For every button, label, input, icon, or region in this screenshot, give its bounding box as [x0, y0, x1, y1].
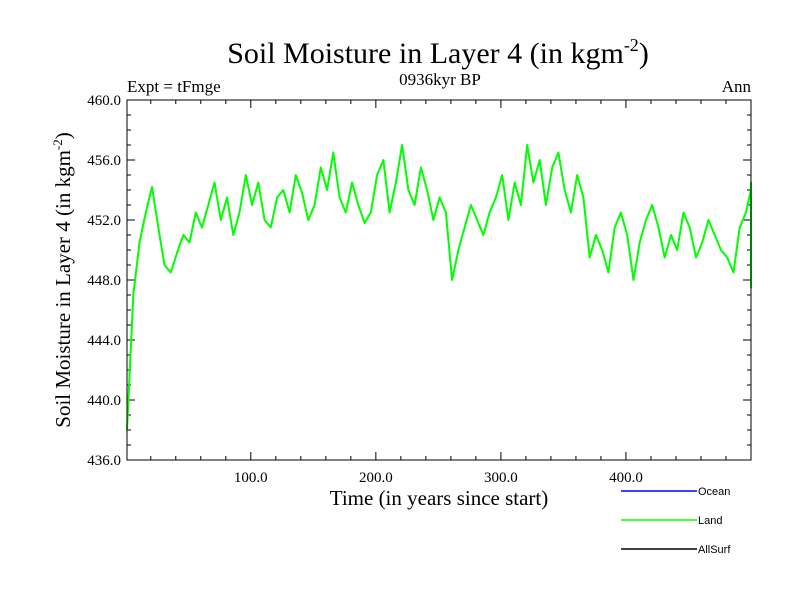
x-axis: 100.0 200.0 300.0 400.0: [150, 100, 727, 486]
y-axis-label: Soil Moisture in Layer 4 (in kgm-2): [50, 132, 75, 427]
x-axis-label: Time (in years since start): [330, 486, 549, 510]
y-tick-label: 436.0: [87, 453, 121, 469]
y-tick-label: 456.0: [87, 153, 121, 169]
x-tick-label: 300.0: [484, 470, 518, 486]
period-label: 0936kyr BP: [399, 70, 481, 89]
x-tick-label: 200.0: [359, 470, 393, 486]
experiment-label: Expt = tFmge: [127, 77, 221, 96]
y-tick-label: 448.0: [87, 273, 121, 289]
legend-label-allsurf: AllSurf: [698, 544, 731, 556]
x-tick-label: 400.0: [609, 470, 643, 486]
chart-title-close: ): [639, 37, 649, 70]
legend-label-land: Land: [698, 515, 722, 527]
legend-label-ocean: Ocean: [698, 486, 730, 498]
y-axis-label-sup: -2: [50, 139, 65, 150]
chart-title-main: Soil Moisture in Layer 4 (in kgm: [227, 37, 624, 70]
y-tick-label: 452.0: [87, 213, 121, 229]
y-tick-label: 444.0: [87, 333, 121, 349]
season-label: Ann: [722, 77, 752, 96]
y-tick-label: 440.0: [87, 393, 121, 409]
legend: Ocean Land AllSurf: [621, 486, 731, 556]
chart-header: Soil Moisture in Layer 4 (in kgm-2) Expt…: [127, 35, 751, 96]
series-line-land: [126, 144, 752, 431]
chart-title: Soil Moisture in Layer 4 (in kgm-2): [227, 35, 649, 70]
plot-frame: [126, 99, 752, 461]
x-tick-label: 100.0: [234, 470, 268, 486]
y-axis-label-main: Soil Moisture in Layer 4 (in kgm: [51, 150, 75, 428]
series-layer: [126, 144, 752, 431]
y-axis: 436.0 440.0 444.0 448.0 452.0 456.0 460.0: [87, 93, 751, 469]
y-axis-label-close: ): [51, 132, 75, 139]
y-tick-label: 460.0: [87, 93, 121, 109]
chart-title-sup: -2: [624, 35, 639, 55]
